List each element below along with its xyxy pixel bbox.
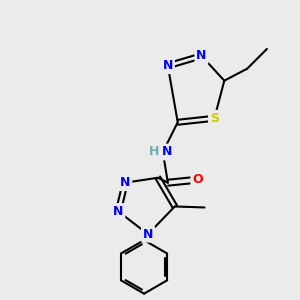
Text: N: N <box>163 59 173 72</box>
Text: N: N <box>196 50 207 62</box>
Text: N: N <box>113 205 124 218</box>
Text: S: S <box>210 112 219 125</box>
Text: O: O <box>192 173 203 186</box>
Text: N: N <box>143 228 153 241</box>
Text: H: H <box>149 146 159 158</box>
Text: N: N <box>120 176 130 189</box>
Text: N: N <box>162 146 172 158</box>
